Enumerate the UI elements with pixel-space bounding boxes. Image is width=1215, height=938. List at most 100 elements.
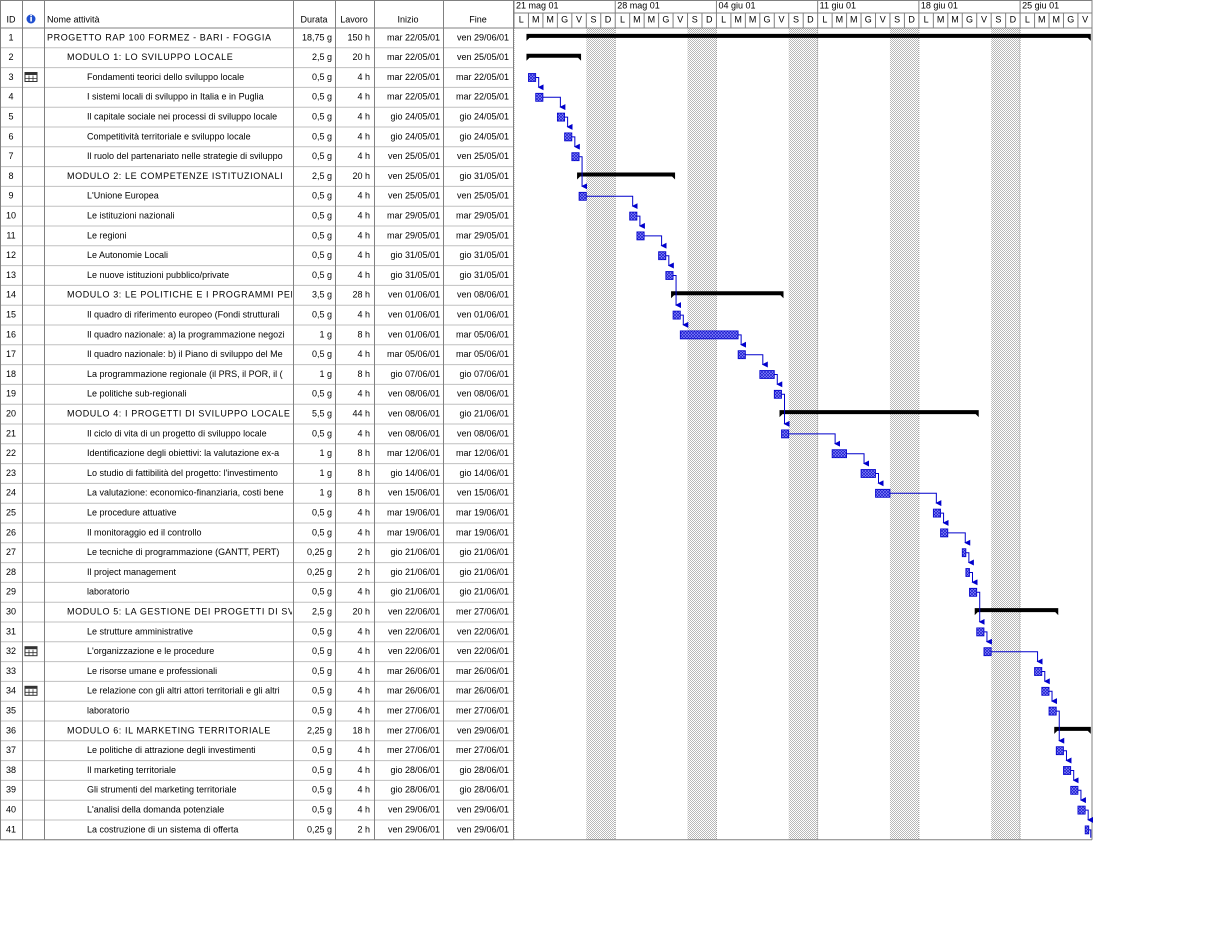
task-name: Il monitoraggio ed il controllo	[87, 527, 202, 537]
task-finish: gio 24/05/01	[459, 111, 509, 121]
task-duration: 2,25 g	[307, 725, 332, 735]
weekend-shade	[600, 28, 616, 840]
task-finish: mar 19/06/01	[456, 527, 509, 537]
task-id: 34	[6, 686, 16, 696]
task-bar	[1048, 706, 1057, 716]
task-work: 8 h	[357, 448, 370, 458]
task-start: ven 25/05/01	[388, 171, 440, 181]
task-finish: gio 21/06/01	[459, 547, 509, 557]
task-finish: ven 29/06/01	[457, 32, 509, 42]
task-work: 8 h	[357, 468, 370, 478]
name-column: PROGETTO RAP 100 FORMEZ - BARI - FOGGIA M…	[47, 32, 292, 834]
task-finish: mar 26/06/01	[456, 686, 509, 696]
day-label: M	[951, 14, 959, 24]
day-label: M	[836, 14, 844, 24]
task-name: L'organizzazione e le procedure	[87, 646, 214, 656]
dependency-link	[636, 215, 645, 229]
day-label: L	[822, 14, 827, 24]
icon-band	[25, 646, 37, 650]
task-work: 4 h	[357, 230, 370, 240]
task-id: 27	[6, 547, 16, 557]
task-start: mer 27/06/01	[387, 705, 440, 715]
task-finish: ven 22/06/01	[457, 646, 509, 656]
task-work: 150 h	[347, 32, 370, 42]
task-id: 33	[6, 666, 16, 676]
task-work: 2 h	[357, 547, 370, 557]
task-bar	[759, 370, 775, 379]
task-name: La programmazione regionale (il PRS, il …	[87, 369, 283, 379]
task-duration: 0,25 g	[307, 547, 332, 557]
task-finish: ven 29/06/01	[457, 824, 509, 834]
task-work: 4 h	[357, 270, 370, 280]
task-duration: 0,5 g	[312, 428, 332, 438]
task-duration: 0,5 g	[312, 72, 332, 82]
dependency-link	[976, 591, 985, 625]
day-label: V	[1082, 14, 1088, 24]
task-start: ven 25/05/01	[388, 191, 440, 201]
day-label: L	[620, 14, 625, 24]
task-id: 35	[6, 705, 16, 715]
task-name: Le tecniche di programmazione (GANTT, PE…	[87, 547, 279, 557]
task-start: ven 22/06/01	[388, 646, 440, 656]
task-name: MODULO 4: I PROGETTI DI SVILUPPO LOCALE	[67, 408, 290, 418]
task-duration: 1 g	[319, 369, 332, 379]
task-duration: 0,5 g	[312, 111, 332, 121]
task-name: Le politiche sub-regionali	[87, 389, 187, 399]
task-duration: 0,25 g	[307, 567, 332, 577]
dependency-link	[535, 77, 544, 91]
task-work: 4 h	[357, 191, 370, 201]
weekend-shade	[904, 28, 919, 840]
task-name: Competitività territoriale e sviluppo lo…	[87, 131, 251, 141]
task-start: gio 24/05/01	[390, 131, 440, 141]
task-duration: 0,25 g	[307, 824, 332, 834]
task-bar	[571, 152, 580, 162]
task-name: Il capitale sociale nei processi di svil…	[87, 111, 277, 121]
day-label: M	[648, 14, 656, 24]
dependency-link	[586, 195, 638, 210]
column-header: ID	[7, 14, 17, 24]
task-work: 4 h	[357, 686, 370, 696]
day-label: L	[519, 14, 524, 24]
task-work: 4 h	[357, 309, 370, 319]
task-work: 4 h	[357, 111, 370, 121]
task-work: 4 h	[357, 389, 370, 399]
task-start: gio 21/06/01	[390, 547, 440, 557]
task-id: 24	[6, 488, 16, 498]
task-start: gio 07/06/01	[390, 369, 440, 379]
task-id: 18	[6, 369, 16, 379]
day-label: V	[981, 14, 987, 24]
task-start: ven 29/06/01	[388, 804, 440, 814]
task-bar	[961, 548, 967, 558]
task-finish: mer 27/06/01	[456, 705, 509, 715]
task-work: 2 h	[357, 567, 370, 577]
task-id: 26	[6, 527, 16, 537]
task-start: mar 22/05/01	[387, 52, 440, 62]
dependency-link	[579, 156, 588, 190]
task-finish: ven 25/05/01	[457, 52, 509, 62]
task-start: mer 27/06/01	[387, 745, 440, 755]
day-label: M	[1053, 14, 1061, 24]
column-header: Fine	[469, 14, 487, 24]
task-id: 21	[6, 428, 16, 438]
task-name: Il quadro nazionale: b) il Piano di svil…	[87, 349, 283, 359]
dependency-link	[1088, 829, 1092, 838]
dependency-link	[940, 512, 949, 526]
task-work: 2 h	[357, 824, 370, 834]
task-finish: mar 22/05/01	[456, 72, 509, 82]
task-duration: 1 g	[319, 448, 332, 458]
task-start: ven 08/06/01	[388, 389, 440, 399]
task-bar	[773, 389, 782, 399]
task-duration: 0,5 g	[312, 507, 332, 517]
task-start: mar 12/06/01	[387, 448, 440, 458]
task-id: 19	[6, 389, 16, 399]
task-id: 31	[6, 626, 16, 636]
day-label: G	[561, 14, 568, 24]
task-duration: 0,5 g	[312, 765, 332, 775]
task-bar	[1034, 667, 1043, 676]
task-id: 40	[6, 804, 16, 814]
task-name: PROGETTO RAP 100 FORMEZ - BARI - FOGGIA	[47, 32, 272, 42]
task-name: I sistemi locali di sviluppo in Italia e…	[87, 92, 264, 102]
task-bar	[672, 310, 681, 320]
task-start: mar 22/05/01	[387, 92, 440, 102]
